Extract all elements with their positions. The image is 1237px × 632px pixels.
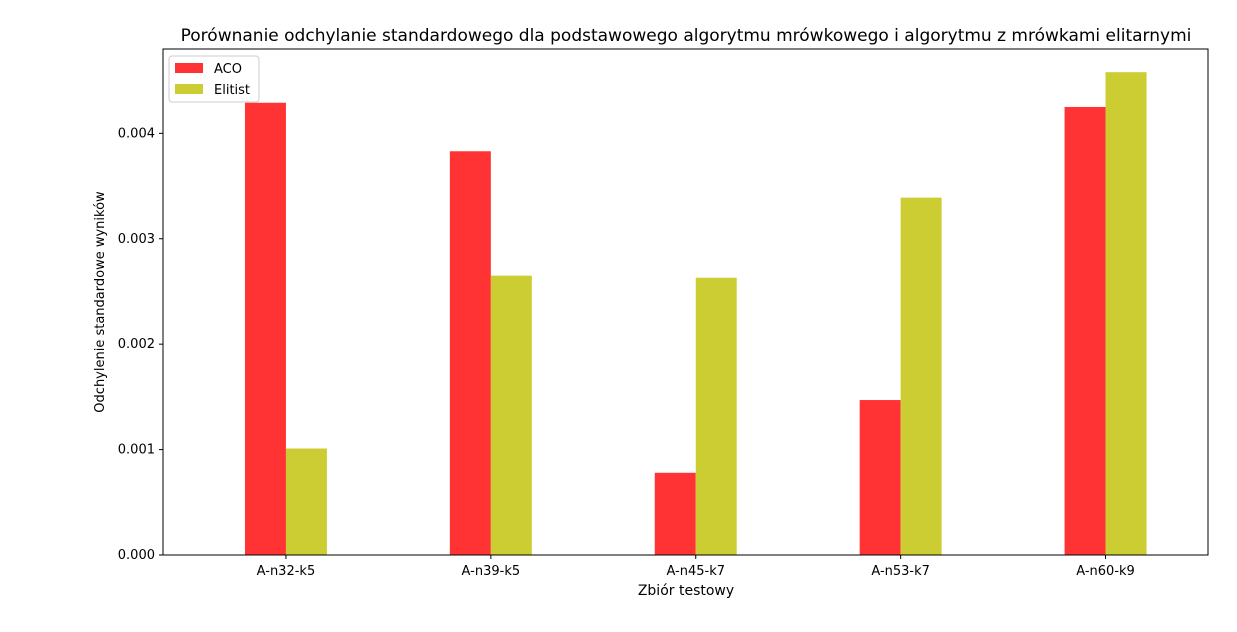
x-tick-label: A-n32-k5 — [257, 564, 316, 579]
bar-elitist-a-n32-k5 — [285, 448, 327, 555]
y-tick-label: 0.000 — [118, 548, 155, 563]
bar-elitist-a-n39-k5 — [490, 275, 532, 555]
y-tick-label: 0.001 — [118, 443, 155, 458]
x-tick-label: A-n39-k5 — [462, 564, 521, 579]
y-tick-label: 0.003 — [118, 232, 155, 247]
bar-elitist-a-n45-k7 — [695, 277, 737, 555]
bar-aco-a-n45-k7 — [654, 472, 696, 555]
legend: ACO Elitist — [168, 55, 260, 103]
legend-label-elitist: Elitist — [214, 83, 250, 98]
bar-aco-a-n53-k7 — [859, 400, 901, 555]
legend-label-aco: ACO — [214, 62, 242, 77]
bar-elitist-a-n60-k9 — [1105, 72, 1147, 556]
y-tick-label: 0.004 — [118, 126, 155, 141]
bar-aco-a-n32-k5 — [244, 102, 286, 555]
x-axis: A-n32-k5 A-n39-k5 A-n45-k7 A-n53-k7 A-n60-k9 — [257, 555, 1135, 579]
x-tick-label: A-n60-k9 — [1076, 564, 1135, 579]
bar-aco-a-n60-k9 — [1064, 106, 1106, 556]
y-axis-label: Odchylenie standardowe wyników — [93, 191, 108, 413]
y-axis: 0.000 0.001 0.002 0.003 0.004 — [118, 126, 163, 563]
plot-frame — [162, 48, 1209, 556]
y-tick-label: 0.002 — [118, 337, 155, 352]
x-tick-label: A-n45-k7 — [666, 564, 725, 579]
x-axis-label: Zbiór testowy — [638, 583, 734, 599]
x-tick-label: A-n53-k7 — [871, 564, 930, 579]
legend-swatch-aco — [175, 63, 203, 73]
legend-swatch-elitist — [175, 84, 203, 94]
bar-aco-a-n39-k5 — [449, 151, 491, 556]
chart-title: Porównanie odchylanie standardowego dla … — [181, 26, 1192, 46]
bars-group — [244, 72, 1147, 556]
bar-elitist-a-n53-k7 — [900, 197, 942, 555]
